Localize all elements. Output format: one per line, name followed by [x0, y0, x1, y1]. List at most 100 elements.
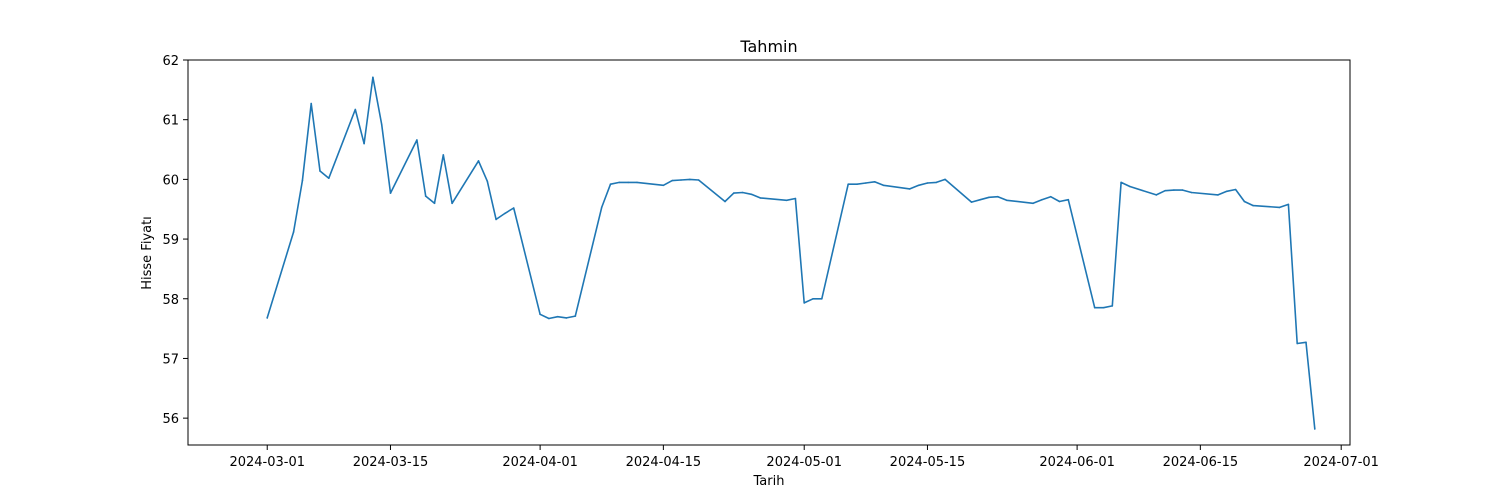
x-tick-label: 2024-07-01	[1303, 455, 1379, 470]
data-point	[1314, 428, 1316, 430]
data-point	[671, 179, 673, 182]
x-tick-label: 2024-04-01	[502, 455, 578, 470]
data-point	[328, 177, 330, 179]
data-point	[873, 181, 876, 183]
data-point	[389, 192, 392, 194]
data-point	[689, 178, 691, 181]
data-point	[1305, 341, 1307, 344]
data-point	[917, 184, 920, 187]
data-point	[759, 197, 761, 199]
data-point	[1181, 189, 1184, 191]
data-point	[354, 108, 357, 111]
data-point	[662, 184, 665, 187]
data-point	[697, 179, 700, 181]
x-tick-label: 2024-06-01	[1039, 455, 1115, 470]
data-point	[1005, 199, 1008, 202]
y-tick-label: 58	[162, 293, 179, 308]
data-point	[812, 298, 814, 300]
x-tick-label: 2024-05-01	[766, 455, 842, 470]
x-tick-label: 2024-05-15	[890, 455, 966, 470]
data-point	[1111, 305, 1114, 307]
data-point	[292, 231, 295, 233]
data-point	[785, 199, 788, 202]
data-point	[865, 182, 867, 184]
data-point	[627, 181, 629, 184]
data-point	[424, 195, 427, 197]
data-point	[636, 181, 638, 184]
data-point	[495, 218, 497, 221]
data-point	[680, 179, 682, 181]
data-point	[1102, 306, 1105, 309]
y-axis-ticks: 56 57 58 59 60 61 62	[162, 54, 188, 427]
data-point	[433, 202, 436, 205]
data-point	[512, 207, 515, 209]
data-point	[1278, 206, 1281, 209]
data-point	[750, 193, 753, 196]
series-line	[266, 76, 1316, 430]
plot-frame	[187, 59, 1351, 446]
data-point	[970, 201, 973, 203]
data-point	[618, 181, 621, 184]
data-point	[1252, 204, 1254, 207]
data-point	[1058, 200, 1061, 203]
data-point	[1234, 188, 1237, 191]
data-point	[944, 178, 946, 181]
data-point	[556, 315, 559, 318]
x-tick-label: 2024-03-01	[229, 455, 305, 470]
data-point	[856, 183, 858, 185]
data-point	[416, 139, 418, 141]
data-point	[1173, 189, 1175, 191]
data-point	[1226, 190, 1228, 193]
data-point	[363, 142, 365, 145]
data-point	[1243, 200, 1246, 203]
y-axis-label: Hisse Fiyatı	[140, 216, 155, 290]
data-point	[442, 154, 445, 156]
data-point	[935, 181, 938, 184]
x-axis-ticks: 2024-03-01 2024-03-15 2024-04-01 2024-04-15…	[229, 445, 1379, 470]
x-tick-label: 2024-03-15	[353, 455, 429, 470]
data-point	[609, 183, 612, 185]
data-point	[565, 317, 568, 319]
data-point	[794, 197, 797, 200]
data-point	[882, 184, 885, 187]
y-tick-label: 59	[162, 233, 179, 248]
y-tick-label: 61	[162, 114, 179, 129]
data-point	[909, 188, 911, 190]
data-point	[847, 183, 849, 185]
data-point	[803, 302, 805, 304]
data-point	[1287, 203, 1290, 206]
data-point	[1049, 195, 1052, 198]
data-point	[821, 298, 823, 300]
data-point	[301, 179, 304, 182]
y-tick-label: 60	[162, 173, 179, 188]
data-point	[504, 212, 506, 215]
data-point	[1041, 198, 1043, 201]
x-tick-label: 2024-06-15	[1163, 455, 1239, 470]
data-point	[266, 317, 269, 319]
y-tick-label: 57	[162, 352, 179, 367]
data-point	[548, 317, 550, 320]
data-point	[477, 160, 480, 162]
data-point	[979, 198, 982, 201]
data-point	[539, 313, 541, 316]
data-point	[1190, 191, 1193, 194]
data-point	[1120, 181, 1122, 184]
data-point	[1067, 198, 1070, 201]
data-point	[997, 195, 999, 198]
data-point	[1032, 202, 1034, 205]
data-point	[926, 182, 929, 184]
data-point	[741, 191, 744, 194]
y-tick-label: 56	[162, 412, 179, 427]
plot-content	[266, 76, 1316, 430]
data-point	[733, 192, 735, 194]
y-tick-label: 62	[162, 54, 179, 69]
x-tick-label: 2024-04-15	[626, 455, 702, 470]
data-point	[486, 180, 489, 182]
x-axis-label: Tarih	[753, 474, 785, 489]
data-point	[600, 206, 603, 209]
data-point	[724, 200, 726, 203]
data-point	[1217, 194, 1219, 196]
data-point	[372, 76, 374, 79]
